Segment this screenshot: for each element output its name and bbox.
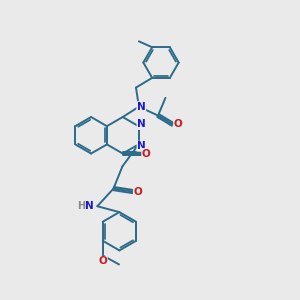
Text: O: O bbox=[142, 148, 151, 158]
Text: O: O bbox=[134, 187, 142, 196]
Text: O: O bbox=[174, 119, 182, 129]
Text: N: N bbox=[137, 102, 146, 112]
Text: H: H bbox=[77, 201, 86, 211]
Text: N: N bbox=[85, 201, 93, 211]
Text: N: N bbox=[137, 141, 146, 151]
Text: O: O bbox=[98, 256, 107, 266]
Text: N: N bbox=[137, 119, 146, 129]
